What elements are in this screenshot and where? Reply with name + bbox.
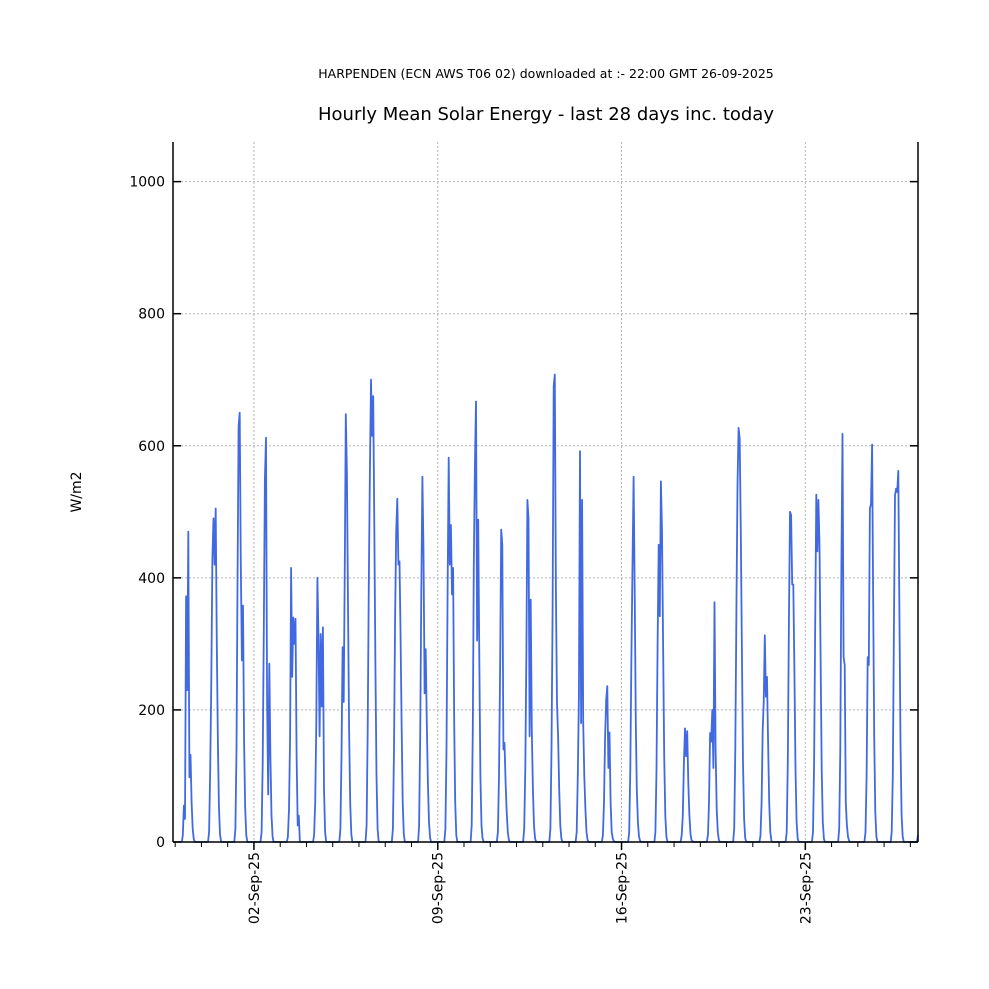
chart-title: Hourly Mean Solar Energy - last 28 days … xyxy=(318,104,774,125)
axes: 0 200 400 600 800 1000 02-Sep-25 09-Sep-25 16-Se… xyxy=(129,142,919,924)
x-tick-label: 23-Sep-25 xyxy=(798,852,814,924)
y-tick-label: 600 xyxy=(138,439,165,455)
x-tick-label: 09-Sep-25 xyxy=(431,852,447,924)
y-tick-label: 800 xyxy=(138,307,165,323)
y-tick-label: 400 xyxy=(138,571,165,587)
series-layer xyxy=(180,373,919,843)
chart-supertitle: HARPENDEN (ECN AWS T06 02) downloaded at… xyxy=(318,66,774,81)
y-tick-label: 0 xyxy=(156,835,165,851)
y-tick-label: 1000 xyxy=(129,175,165,191)
y-tick-label: 200 xyxy=(138,703,165,719)
series-line-solar-energy xyxy=(180,373,919,843)
x-tick-label: 02-Sep-25 xyxy=(247,852,263,924)
x-tick-label: 16-Sep-25 xyxy=(615,852,631,924)
grid-lines xyxy=(173,142,918,842)
